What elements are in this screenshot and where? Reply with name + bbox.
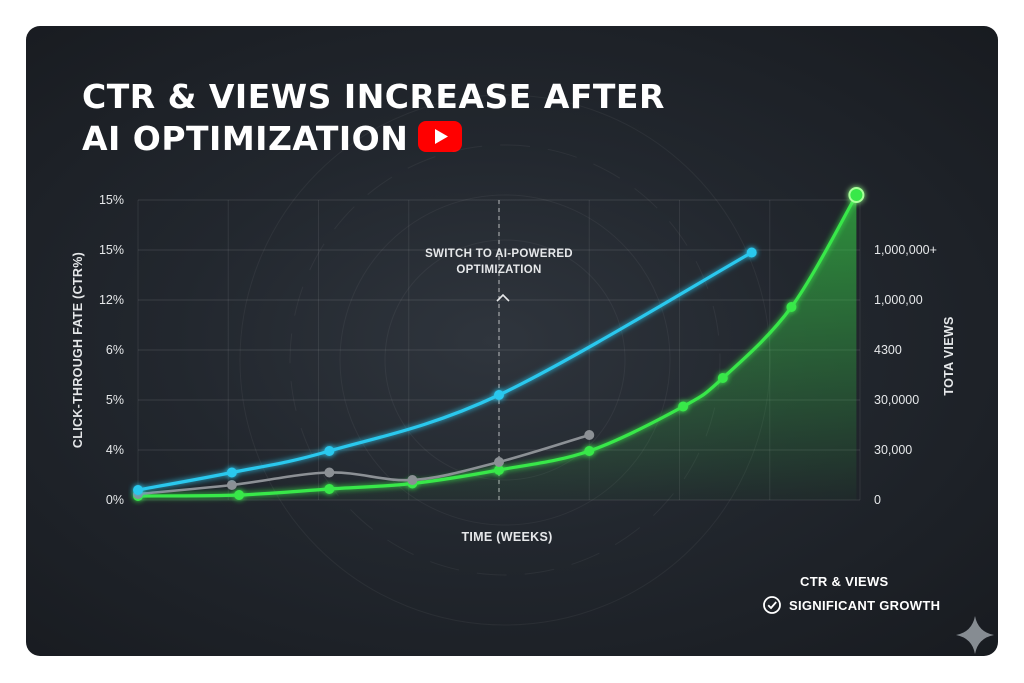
series-point (407, 475, 418, 485)
series-point (848, 187, 865, 203)
series-point (584, 446, 595, 456)
series-point (494, 390, 504, 400)
series-point (234, 490, 245, 500)
series-2 (133, 187, 865, 501)
series-point (717, 373, 728, 383)
check-circle-icon (763, 596, 781, 614)
series-point (786, 302, 797, 312)
series-point (678, 401, 689, 412)
y-axis-right-label: TOTA VIEWS (942, 316, 956, 395)
chart-title: CTR & VIEWS INCREASE AFTER AI OPTIMIZATI… (82, 76, 665, 160)
series-line (136, 193, 858, 498)
left-tick-label: 15% (99, 243, 124, 257)
series-point (324, 484, 335, 494)
series-point (226, 480, 237, 490)
title-line-2-text: AI OPTIMIZATION (82, 119, 409, 158)
y-axis-left-label: CLICK-THROUGH FATE (CTR%) (71, 252, 85, 448)
chevron-up-icon (496, 293, 510, 302)
right-tick-label: 1,000,000+ (874, 243, 937, 257)
series-point (324, 446, 335, 456)
right-tick-label: 1,000,00 (874, 293, 923, 307)
left-axis-ticks: 0% 4% 5% 6% 12% 15% 15% (99, 193, 124, 507)
right-tick-label: 30,0000 (874, 393, 919, 407)
series-layer (133, 187, 865, 501)
series-line (136, 250, 754, 492)
sparkle-icon (956, 616, 994, 654)
right-tick-label: 30,000 (874, 443, 912, 457)
legend-label-ctr-views: CTR & VIEWS (800, 574, 889, 589)
left-tick-label: 12% (99, 293, 124, 307)
series-point (584, 430, 595, 440)
legend: CTR & VIEWS SIGNIFICANT GROWTH (755, 574, 940, 614)
right-tick-label: 4300 (874, 343, 902, 357)
right-axis-ticks: 0 30,000 30,0000 4300 1,000,00 1,000,000+ (874, 243, 937, 507)
series-point (494, 465, 504, 475)
series-area (138, 195, 857, 500)
series-point (494, 457, 504, 467)
series-point (226, 467, 237, 478)
annotation-text-line-1: SWITCH TO AI-POWERED (425, 248, 573, 260)
annotation-text-line-2: OPTIMIZATION (456, 264, 541, 276)
series-line (136, 433, 591, 496)
title-line-2: AI OPTIMIZATION (82, 118, 665, 160)
series-0 (133, 247, 757, 495)
series-point (746, 247, 757, 258)
series-point (324, 467, 335, 478)
legend-label-significant-growth: SIGNIFICANT GROWTH (789, 598, 940, 613)
left-tick-label: 5% (106, 393, 124, 407)
annotation: SWITCH TO AI-POWERED OPTIMIZATION (425, 200, 573, 500)
series-1 (133, 430, 595, 499)
title-line-1: CTR & VIEWS INCREASE AFTER (82, 77, 665, 116)
x-axis-label: TIME (WEEKS) (461, 530, 552, 544)
left-tick-label: 4% (106, 443, 124, 457)
youtube-logo-icon (418, 121, 463, 152)
left-tick-label: 0% (106, 493, 124, 507)
series-point (133, 485, 143, 495)
left-tick-label: 15% (99, 193, 124, 207)
right-tick-label: 0 (874, 493, 881, 507)
background-rings (239, 94, 771, 626)
left-tick-label: 6% (106, 343, 124, 357)
